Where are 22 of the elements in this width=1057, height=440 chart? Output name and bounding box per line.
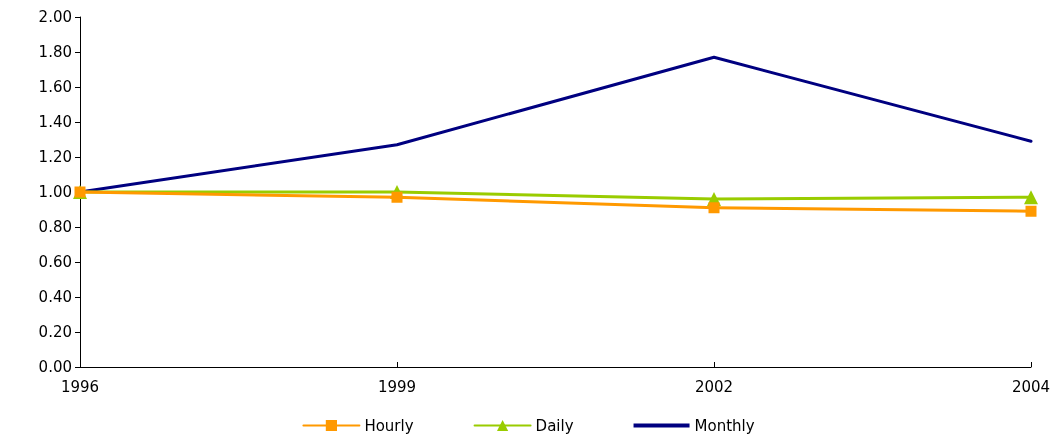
x-tick-label: 2004 — [1011, 377, 1051, 396]
y-tick-label: 0.80 — [38, 218, 72, 236]
y-tick-label: 1.60 — [38, 78, 72, 96]
y-tick-label: 2.00 — [38, 8, 72, 26]
y-tick-label: 1.00 — [38, 183, 72, 201]
y-tick-label: 0.40 — [38, 288, 72, 306]
y-tick-label: 1.20 — [38, 148, 72, 166]
x-tick-label: 1996 — [60, 377, 100, 396]
x-tick-label: 1999 — [377, 377, 417, 396]
legend-label: Monthly — [694, 416, 755, 435]
y-tick-label: 1.40 — [38, 113, 72, 131]
point — [708, 202, 720, 214]
point — [1024, 190, 1038, 205]
x-tick-label: 2002 — [694, 377, 734, 396]
legend-label: Hourly — [364, 416, 414, 435]
y-tick-label: 0.00 — [38, 358, 72, 376]
point — [1025, 205, 1037, 217]
y-tick-label: 0.60 — [38, 253, 72, 271]
legend-label: Daily — [535, 416, 574, 435]
point — [391, 191, 403, 203]
y-tick-label: 1.80 — [38, 43, 72, 61]
y-tick-label: 0.20 — [38, 323, 72, 341]
